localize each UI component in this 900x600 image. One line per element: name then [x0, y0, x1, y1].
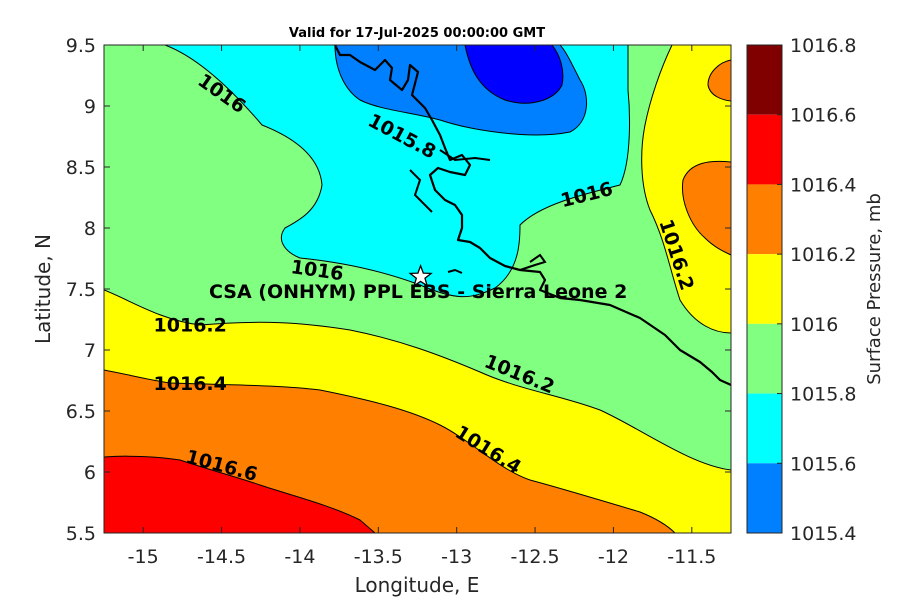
- plot-area: 10161015.810161016.210161016.21016.21016…: [104, 45, 731, 533]
- colorbar-tick-label: 1015.4: [790, 523, 856, 545]
- site-marker-group: CSA (ONHYM) PPL EBS - Sierra Leone 2: [209, 263, 627, 303]
- y-tick-label: 7.5: [66, 279, 96, 301]
- y-tick-label: 5.5: [66, 523, 96, 545]
- region-1016-6-south: [104, 455, 376, 533]
- y-tick-label: 9: [84, 96, 96, 118]
- y-tick-label: 9.5: [66, 35, 96, 57]
- colorbar-tick-label: 1016.8: [790, 35, 856, 57]
- contour-label: 1016.4: [154, 373, 227, 395]
- colorbar-band: [747, 45, 782, 115]
- x-tick-label: -14: [284, 546, 315, 568]
- coastline-estuary: [439, 149, 491, 162]
- colorbar-tick-label: 1016.6: [790, 105, 856, 127]
- x-tick-label: -12: [598, 546, 629, 568]
- region-1016-4-east-top: [707, 59, 731, 102]
- region-1016-4-east: [681, 160, 731, 256]
- x-tick-label: -11.5: [667, 546, 716, 568]
- x-axis-ticks: -15 -14.5 -14 -13.5 -13 -12.5 -12 -11.5: [128, 45, 716, 568]
- y-tick-label: 6.5: [66, 401, 96, 423]
- x-axis-label: Longitude, E: [355, 573, 480, 597]
- coastline: [334, 45, 731, 387]
- y-tick-label: 6: [84, 462, 96, 484]
- coastline-river: [409, 169, 433, 213]
- x-tick-label: -14.5: [197, 546, 246, 568]
- y-tick-label: 8.5: [66, 157, 96, 179]
- y-axis-ticks: 9.5 9 8.5 8 7.5 7 6.5 6 5.5: [66, 35, 731, 545]
- coastline-inlet: [519, 253, 547, 271]
- region-1015-4: [464, 45, 564, 104]
- colorbar-band: [747, 254, 782, 324]
- x-tick-label: -15: [128, 546, 159, 568]
- colorbar-band: [747, 184, 782, 255]
- y-axis-label: Latitude, N: [31, 234, 55, 344]
- colorbar-band: [747, 114, 782, 185]
- colorbar-band: [747, 393, 782, 464]
- x-tick-label: -12.5: [510, 546, 559, 568]
- contour-label: 1016.2: [154, 315, 227, 337]
- coastline-island: [447, 268, 463, 274]
- colorbar: 1016.8 1016.6 1016.4 1016.2 1016 1015.8 1015.6…: [746, 35, 856, 545]
- y-tick-label: 8: [84, 218, 96, 240]
- colorbar-label: Surface Pressure, mb: [864, 193, 885, 385]
- colorbar-band: [747, 463, 782, 533]
- colorbar-tick-label: 1015.8: [790, 384, 856, 406]
- x-tick-label: -13: [441, 546, 472, 568]
- colorbar-frame: [746, 44, 783, 534]
- x-tick-label: -13.5: [354, 546, 403, 568]
- site-label: CSA (ONHYM) PPL EBS - Sierra Leone 2: [209, 281, 627, 303]
- colorbar-tick-label: 1016.4: [790, 174, 856, 196]
- colorbar-tick-label: 1016.2: [790, 244, 856, 266]
- colorbar-tick-label: 1015.6: [790, 453, 856, 475]
- site-star-icon: [408, 263, 433, 288]
- y-tick-label: 7: [84, 340, 96, 362]
- colorbar-band: [747, 323, 782, 394]
- chart-title: Valid for 17-Jul-2025 00:00:00 GMT: [289, 26, 545, 41]
- colorbar-tick-label: 1016: [790, 314, 838, 336]
